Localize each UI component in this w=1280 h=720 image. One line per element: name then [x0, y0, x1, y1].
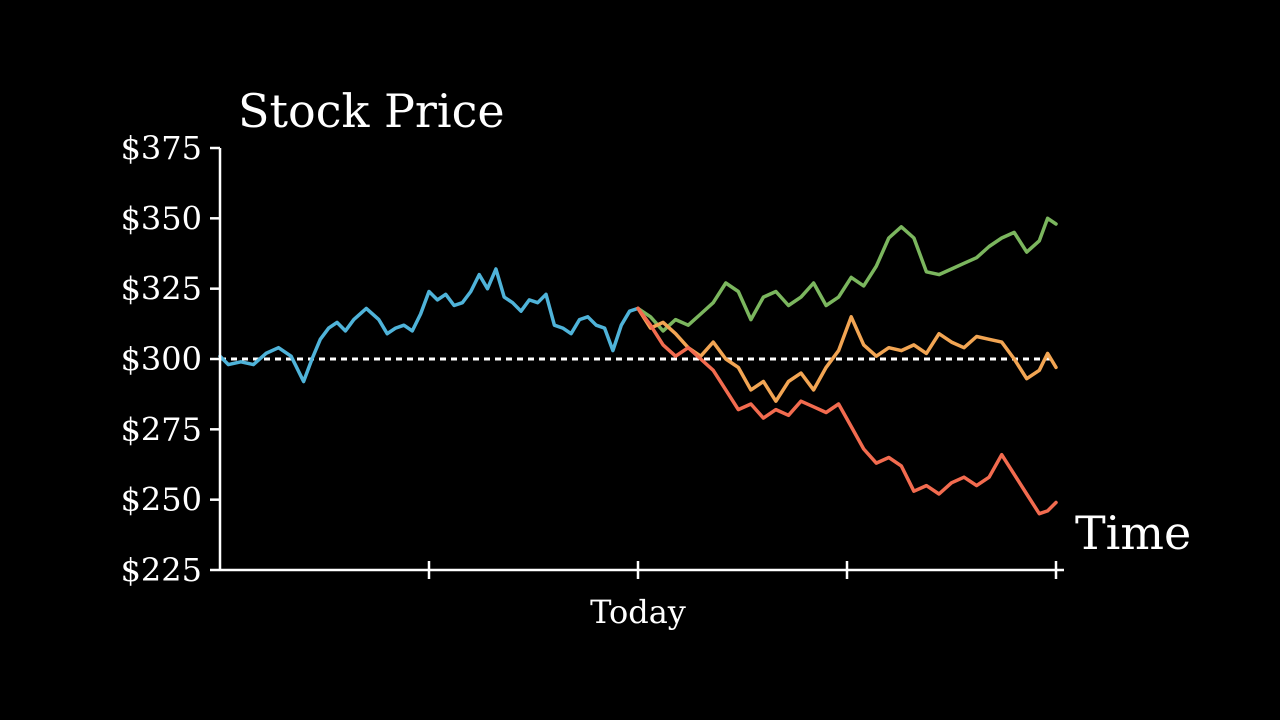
chart-title: Stock Price — [238, 84, 505, 138]
series-line-scenario-up — [636, 216, 1058, 333]
y-tick-label: $250 — [121, 481, 202, 519]
y-tick-label: $350 — [121, 199, 202, 237]
series-line-scenario-down — [636, 306, 1058, 516]
series-layer — [218, 216, 1058, 516]
x-axis-title: Time — [1075, 506, 1191, 560]
y-tick-label: $275 — [121, 410, 202, 448]
y-tick-label: $225 — [121, 551, 202, 589]
tick-layer: $225 $250 $275 $300 $325 $350 $375 Today — [121, 129, 1058, 631]
y-tick-label: $325 — [121, 270, 202, 308]
series-line-history — [218, 267, 640, 384]
y-tick-label: $300 — [121, 340, 202, 378]
series-line-scenario-flat — [636, 306, 1058, 403]
x-tick-label-today: Today — [590, 593, 686, 631]
y-tick-label: $375 — [121, 129, 202, 167]
